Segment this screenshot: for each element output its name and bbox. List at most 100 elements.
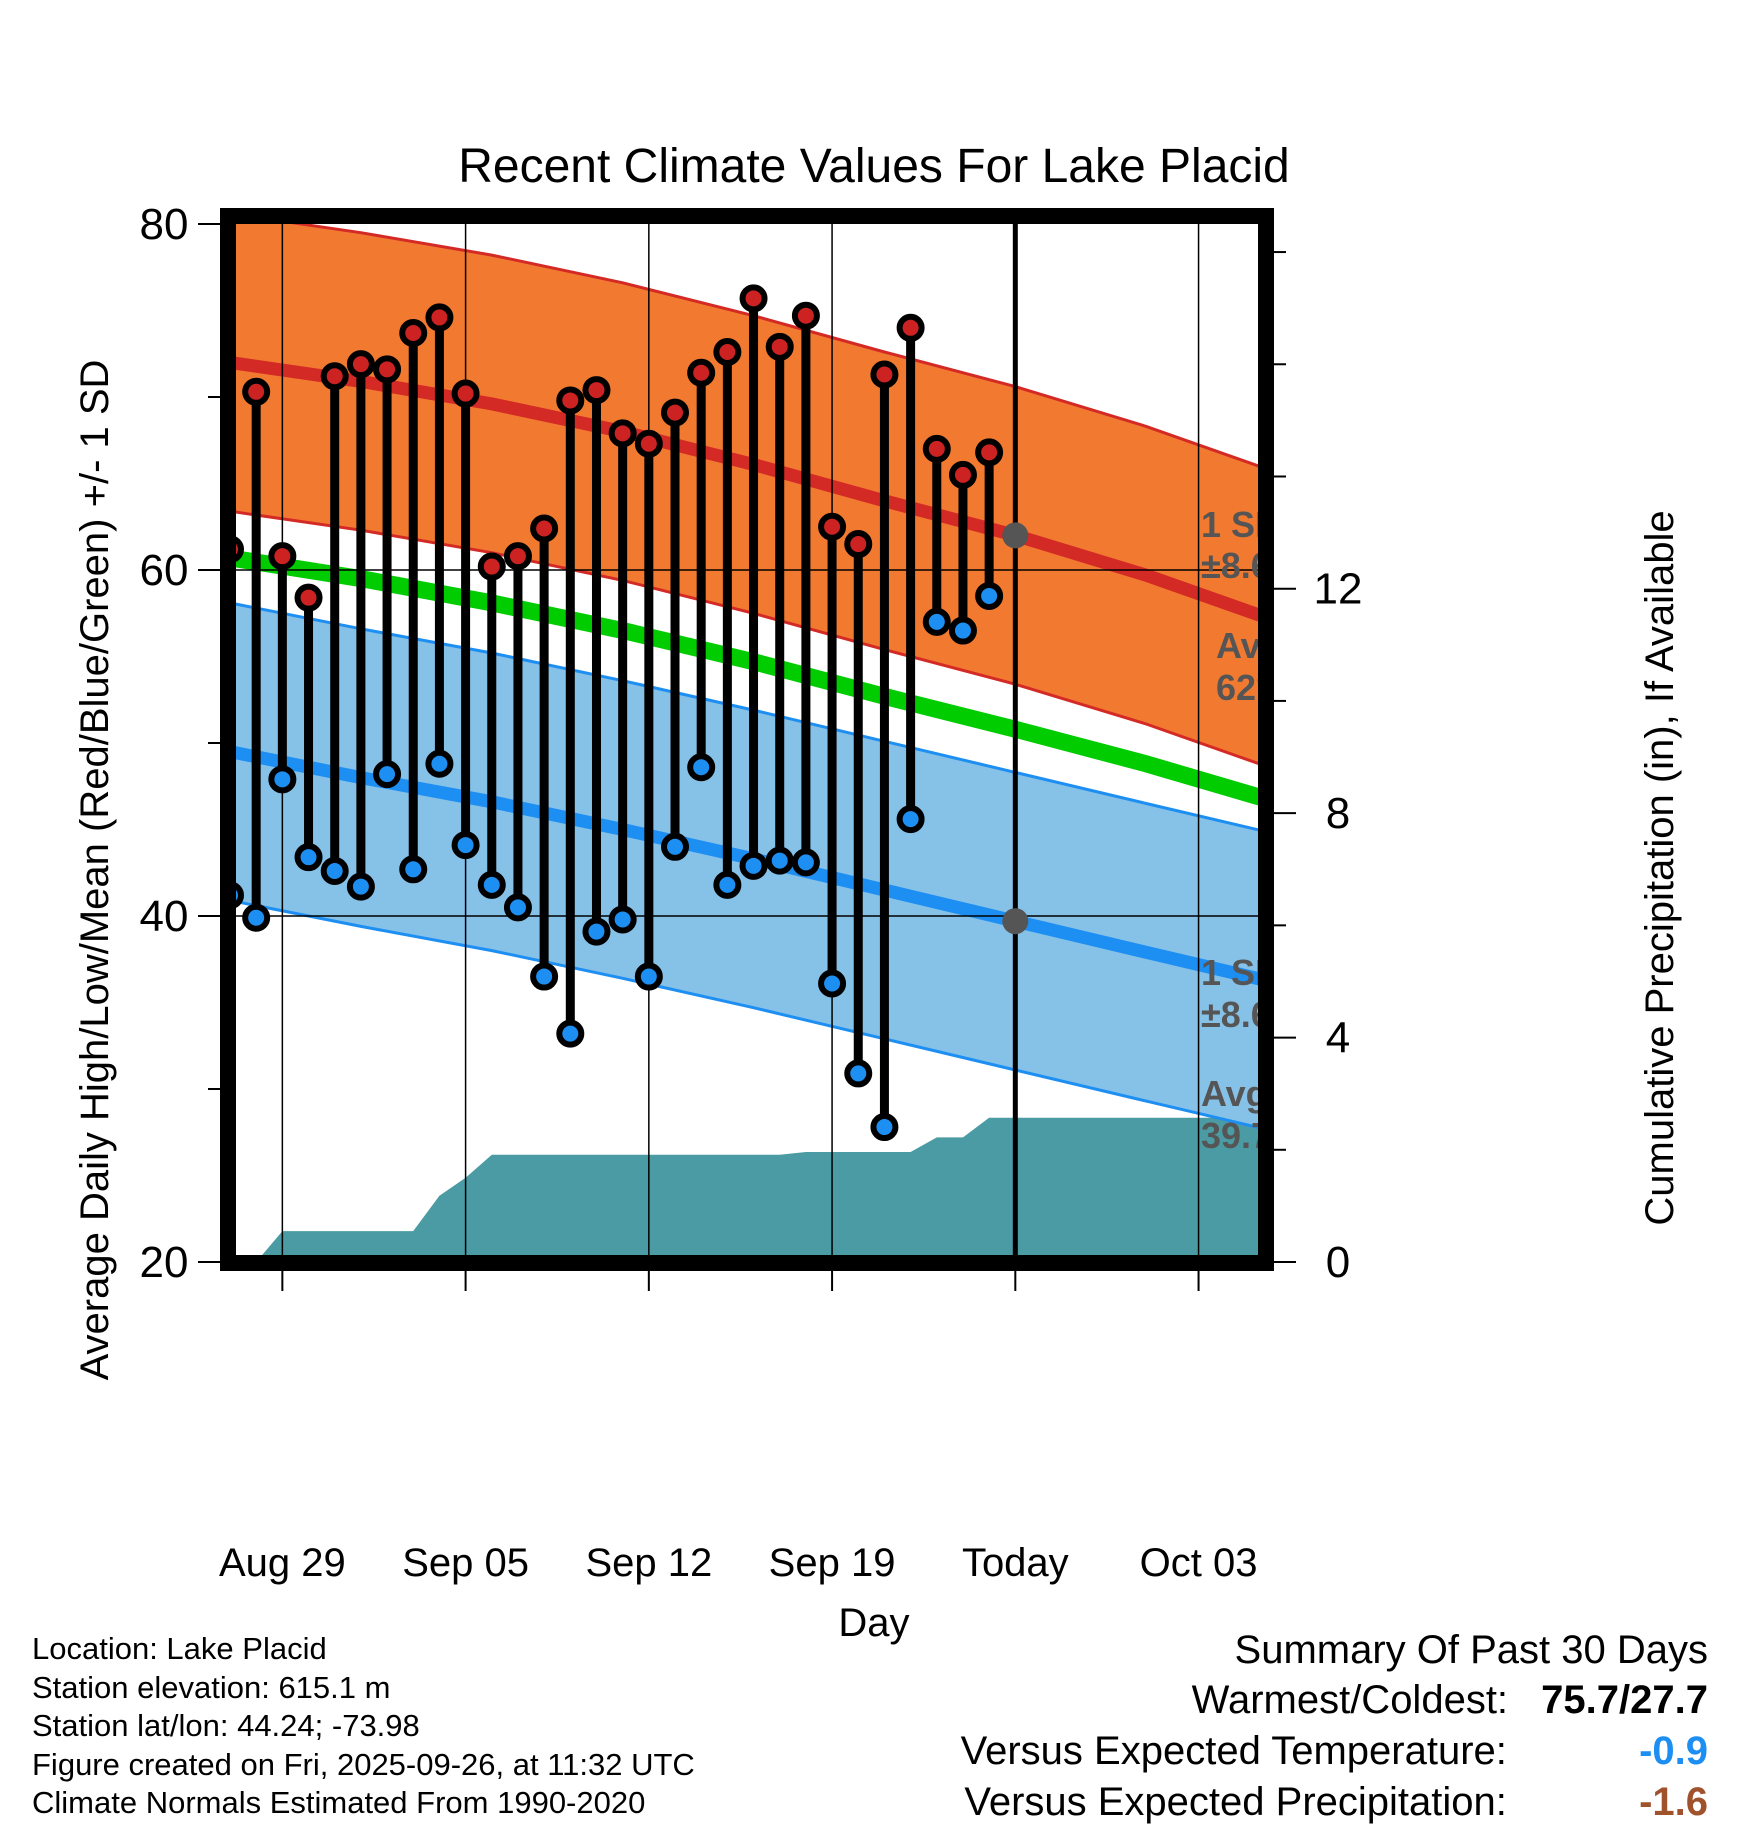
daily-high-point (320, 362, 349, 391)
today-low-avg-marker (1002, 908, 1029, 935)
daily-low-point (582, 917, 611, 946)
info-location: Location: Lake Placid (32, 1631, 327, 1666)
daily-low-point (975, 581, 1004, 610)
daily-high-point (687, 358, 716, 387)
station-info: Location: Lake Placid Station elevation:… (32, 1630, 695, 1823)
y2-axis-label: Cumulative Precipitation (in), If Availa… (1638, 510, 1682, 1225)
daily-high-point (451, 379, 480, 408)
daily-low-point (425, 749, 454, 778)
warm-cold-value: 75.7/27.7 (1541, 1678, 1708, 1722)
daily-low-point (687, 753, 716, 782)
x-tick-label: Sep 12 (585, 1541, 712, 1585)
today-high-avg-marker (1002, 522, 1029, 549)
daily-high-point (818, 512, 847, 541)
daily-low-point (242, 903, 271, 932)
x-tick-label: Oct 03 (1140, 1541, 1258, 1585)
daily-high-point (975, 438, 1004, 467)
daily-low-point (268, 765, 297, 794)
days-count-label: 30 (1202, 1379, 1244, 1421)
daily-high-point (608, 419, 637, 448)
daily-high-point (268, 542, 297, 571)
info-latlon: Station lat/lon: 44.24; -73.98 (32, 1708, 420, 1743)
y-tick-label: 20 (140, 1238, 189, 1287)
daily-low-point (503, 893, 532, 922)
daily-high-point (739, 284, 768, 313)
daily-high-point (373, 355, 402, 384)
daily-high-point (765, 332, 794, 361)
daily-high-point (556, 386, 585, 415)
daily-high-point (399, 318, 428, 347)
chart-title: Recent Climate Values For Lake Placid (458, 140, 1290, 193)
low-sd-lower-line (229, 898, 1265, 1131)
info-elevation: Station elevation: 615.1 m (32, 1669, 391, 1705)
warm-cold-label: Warmest/Coldest: (1191, 1678, 1509, 1722)
y2-tick-label: 0 (1326, 1238, 1350, 1287)
daily-low-point (818, 969, 847, 998)
daily-low-point (451, 831, 480, 860)
daily-high-point (503, 542, 532, 571)
summary-precip: Versus Expected Precipitation: -1.6 (961, 1777, 1708, 1828)
low-avg-value: 39.7°F (1201, 1115, 1307, 1156)
temp-value: -0.9 (1639, 1729, 1708, 1773)
daily-low-point (922, 607, 951, 636)
daily-low-point (791, 848, 820, 877)
summary-warm-cold: Warmest/Coldest: 75.7/27.7 (961, 1675, 1708, 1726)
daily-high-point (346, 350, 375, 379)
summary-temp: Versus Expected Temperature: -0.9 (961, 1726, 1708, 1777)
info-normals: Climate Normals Estimated From 1990-2020 (32, 1785, 646, 1820)
summary-heading: Summary Of Past 30 Days (1234, 1628, 1708, 1672)
low-sd-label: 1 SD: (1201, 952, 1293, 993)
daily-low-point (608, 905, 637, 934)
low-sd-value: ±8.6°F (1201, 994, 1307, 1035)
daily-low-point (870, 1113, 899, 1142)
plot-frame (220, 208, 1274, 1271)
daily-low-point (294, 843, 323, 872)
daily-low-point (713, 870, 742, 899)
info-created: Figure created on Fri, 2025-09-26, at 11… (32, 1746, 695, 1782)
x-axis-label: Day (838, 1601, 909, 1645)
high-sd-label: 1 SD: (1201, 504, 1293, 545)
daily-high-point (477, 552, 506, 581)
y2-tick-label: 4 (1326, 1014, 1350, 1063)
daily-high-point (870, 360, 899, 389)
daily-low-point (634, 962, 663, 991)
daily-high-point (896, 313, 925, 342)
daily-high-point (713, 338, 742, 367)
daily-high-point (634, 429, 663, 458)
daily-low-point (844, 1059, 873, 1088)
daily-low-point (399, 855, 428, 884)
daily-high-point (844, 530, 873, 559)
daily-high-point (661, 398, 690, 427)
summary-panel: Summary Of Past 30 Days Warmest/Coldest:… (961, 1625, 1708, 1828)
precip-label: Versus Expected Precipitation: (964, 1780, 1507, 1824)
daily-high-point (242, 377, 271, 406)
daily-low-point (896, 805, 925, 834)
daily-high-point (294, 583, 323, 612)
daily-high-point (791, 301, 820, 330)
y2-tick-label: 12 (1314, 565, 1363, 614)
y2-tick-label: 8 (1326, 789, 1350, 838)
daily-low-point (948, 616, 977, 645)
daily-low-point (739, 851, 768, 880)
high-sd-value: ±8.6°F (1201, 545, 1307, 586)
daily-high-point (948, 460, 977, 489)
daily-low-point (661, 832, 690, 861)
y-tick-label: 40 (140, 892, 189, 941)
daily-low-point (373, 760, 402, 789)
daily-high-point (582, 376, 611, 405)
precip-value: -1.6 (1639, 1780, 1708, 1824)
daily-low-point (477, 870, 506, 899)
daily-low-point (320, 857, 349, 886)
high-avg-label: Avg: (1216, 625, 1295, 666)
daily-low-point (765, 846, 794, 875)
y-tick-label: 80 (140, 200, 189, 249)
days-unit-label: Days (1202, 1423, 1293, 1465)
y-tick-label: 60 (140, 546, 189, 595)
daily-high-point (530, 514, 559, 543)
precip-area (230, 1117, 1264, 1262)
temp-label: Versus Expected Temperature: (960, 1729, 1507, 1773)
